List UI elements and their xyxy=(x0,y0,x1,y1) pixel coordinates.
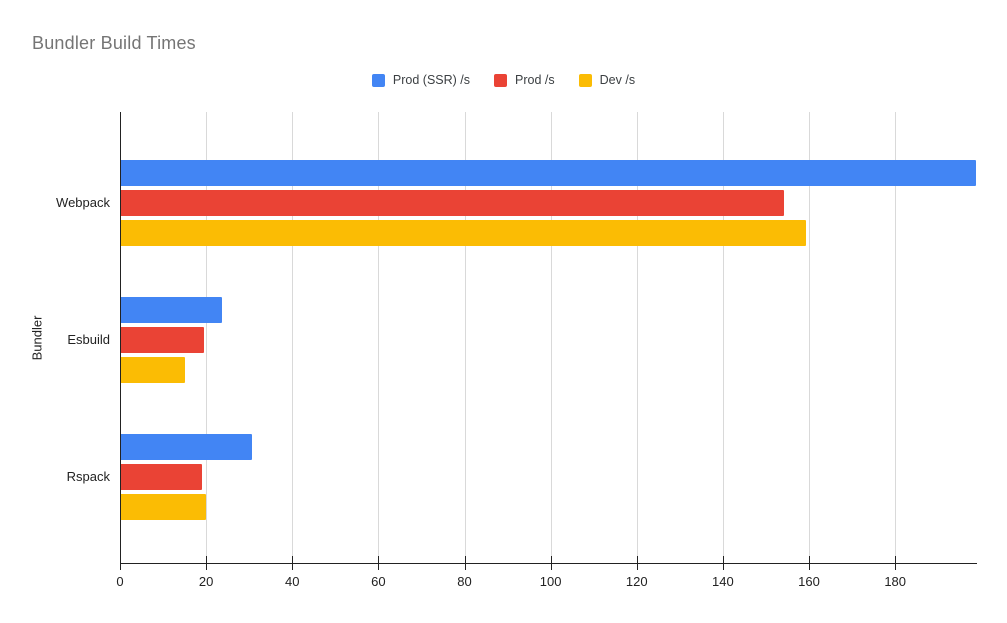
x-tick-label: 120 xyxy=(625,574,648,589)
gridline xyxy=(809,112,811,563)
gridline xyxy=(550,112,552,563)
legend-item-dev-s: Dev /s xyxy=(578,73,636,87)
y-axis-line xyxy=(120,112,121,570)
x-tick-label: 80 xyxy=(457,574,472,589)
category-label-webpack: Webpack xyxy=(56,195,110,210)
gridline xyxy=(292,112,294,563)
x-tick-label: 140 xyxy=(712,574,734,589)
x-axis-tick xyxy=(206,556,208,570)
x-axis-tick xyxy=(895,556,897,570)
x-axis-tick xyxy=(809,556,811,570)
x-axis-tick xyxy=(378,556,380,570)
gridline xyxy=(895,112,897,563)
bar-webpack-prod-s xyxy=(120,190,785,216)
category-label-rspack: Rspack xyxy=(66,469,110,484)
y-axis-title: Bundler xyxy=(29,315,45,361)
legend-swatch-icon xyxy=(578,73,592,87)
x-tick-label: 40 xyxy=(285,574,300,589)
bar-rspack-prod-ssr-s xyxy=(120,434,253,460)
bar-webpack-prod-ssr-s xyxy=(120,160,976,186)
gridline xyxy=(206,112,208,563)
gridline xyxy=(378,112,380,563)
chart-title: Bundler Build Times xyxy=(32,33,196,53)
gridline xyxy=(636,112,638,563)
x-tick-label: 60 xyxy=(371,574,386,589)
gridline xyxy=(464,112,466,563)
legend-item-prod-ssr-s: Prod (SSR) /s xyxy=(371,73,471,87)
plot-area xyxy=(120,112,977,563)
x-tick-label: 180 xyxy=(884,574,907,589)
x-tick-label: 160 xyxy=(798,574,820,589)
bar-esbuild-prod-ssr-s xyxy=(120,297,222,323)
x-axis-tick xyxy=(722,556,724,570)
gridline xyxy=(722,112,724,563)
legend-label: Prod /s xyxy=(515,73,555,87)
x-axis-line xyxy=(120,563,977,564)
x-axis-tick xyxy=(120,556,121,570)
x-axis-tick xyxy=(292,556,294,570)
x-tick-label: 100 xyxy=(539,574,562,589)
x-tick-label: 20 xyxy=(198,574,214,589)
legend-swatch-icon xyxy=(494,73,508,87)
bar-esbuild-prod-s xyxy=(120,327,204,353)
bar-webpack-dev-s xyxy=(120,220,807,246)
bar-rspack-dev-s xyxy=(120,494,207,520)
legend-swatch-icon xyxy=(371,73,385,87)
x-axis-tick xyxy=(636,556,638,570)
legend-item-prod-s: Prod /s xyxy=(494,73,555,87)
legend: Prod (SSR) /s Prod /s Dev /s xyxy=(0,73,1007,87)
bar-rspack-prod-s xyxy=(120,464,202,490)
legend-label: Prod (SSR) /s xyxy=(392,73,471,87)
x-axis-tick xyxy=(550,556,552,570)
category-label-esbuild: Esbuild xyxy=(67,332,110,347)
x-tick-label: 0 xyxy=(116,574,124,589)
legend-label: Dev /s xyxy=(599,73,636,87)
x-axis-tick xyxy=(464,556,466,570)
bar-esbuild-dev-s xyxy=(120,357,186,383)
